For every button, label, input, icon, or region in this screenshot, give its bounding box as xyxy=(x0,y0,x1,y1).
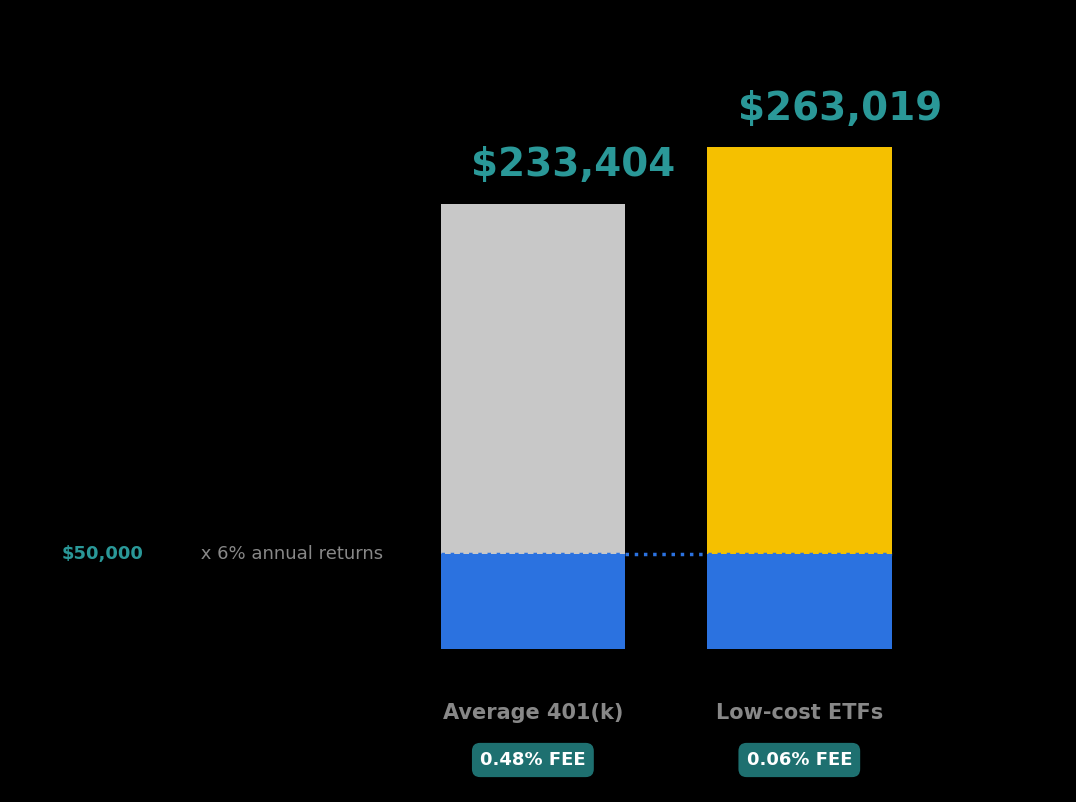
Bar xyxy=(441,204,625,553)
Text: 0.06% FEE: 0.06% FEE xyxy=(747,751,852,769)
Text: x 6% annual returns: x 6% annual returns xyxy=(195,545,383,563)
Text: $263,019: $263,019 xyxy=(738,90,943,128)
Bar xyxy=(707,147,892,553)
Text: Average 401(k): Average 401(k) xyxy=(442,703,623,723)
Text: 0.48% FEE: 0.48% FEE xyxy=(480,751,585,769)
Text: Low-cost ETFs: Low-cost ETFs xyxy=(716,703,883,723)
Bar xyxy=(441,553,625,650)
Bar xyxy=(707,553,892,650)
Text: $50,000: $50,000 xyxy=(61,545,143,563)
Text: $233,404: $233,404 xyxy=(471,147,676,184)
